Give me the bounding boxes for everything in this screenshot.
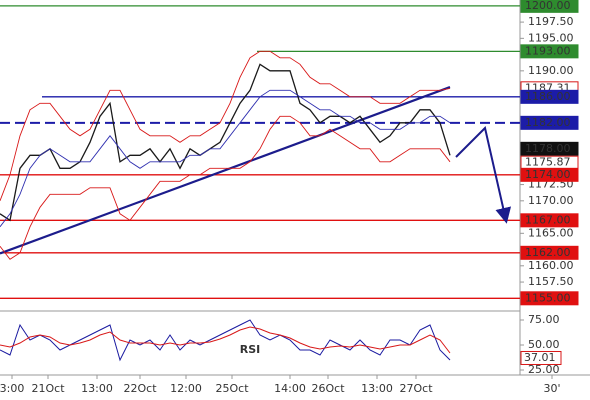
series-line	[0, 63, 451, 222]
x-tick-label: 3:00	[0, 382, 24, 395]
level-label: 1174.00	[525, 168, 571, 181]
level-label: 1155.00	[525, 291, 571, 304]
level-box	[520, 141, 579, 156]
x-tick-label: 26Oct	[311, 382, 345, 395]
y-tick-label: 25.00	[528, 363, 560, 376]
level-label: 1175.87	[525, 156, 571, 169]
y-tick-label: 50.00	[528, 338, 560, 351]
y-tick-label: 1190.00	[528, 64, 574, 77]
y-tick-label: 1165.00	[528, 226, 574, 239]
y-tick-label: 1157.50	[528, 275, 574, 288]
x-tick-label: 22Oct	[123, 382, 157, 395]
panel-title: RSI	[240, 343, 261, 356]
x-tick-label: 21Oct	[31, 382, 65, 395]
level-label: 1193.00	[525, 44, 571, 57]
level-box	[520, 0, 579, 13]
level-box	[520, 115, 579, 130]
last-label: 37.01	[524, 351, 556, 364]
x-tick-label: 13:00	[81, 382, 113, 395]
level-box	[520, 167, 579, 182]
series-line	[0, 89, 451, 228]
trendline	[0, 86, 451, 255]
forecast-arrow	[455, 126, 512, 224]
level-box	[520, 245, 579, 260]
last-box	[520, 350, 562, 365]
x-tick-label: 27Oct	[399, 382, 433, 395]
level-box	[520, 44, 579, 59]
level-label: 1162.00	[525, 246, 571, 259]
series-line	[0, 115, 451, 260]
level-label: 1200.00	[525, 0, 571, 12]
level-label: 1167.00	[525, 213, 571, 226]
level-box	[520, 213, 579, 228]
x-tick-label: 13:00	[361, 382, 393, 395]
level-box	[520, 291, 579, 306]
level-label: 1186.00	[525, 90, 571, 103]
x-tick-label: 14:00	[274, 382, 306, 395]
series-line	[0, 319, 451, 362]
x-tick-label: 30'	[543, 382, 560, 395]
level-label: 1182.00	[525, 116, 571, 129]
y-tick-label: 1160.00	[528, 259, 574, 272]
x-tick-label: 12:00	[170, 382, 202, 395]
x-tick-label: 25Oct	[215, 382, 249, 395]
y-tick-label: 1197.50	[528, 15, 574, 28]
level-label: 1178.00	[525, 142, 571, 155]
y-tick-label: 75.00	[528, 313, 560, 326]
level-box	[520, 89, 579, 104]
series-line	[0, 326, 451, 354]
y-tick-label: 1170.00	[528, 194, 574, 207]
series-line	[0, 50, 451, 201]
y-tick-label: 1195.00	[528, 31, 574, 44]
